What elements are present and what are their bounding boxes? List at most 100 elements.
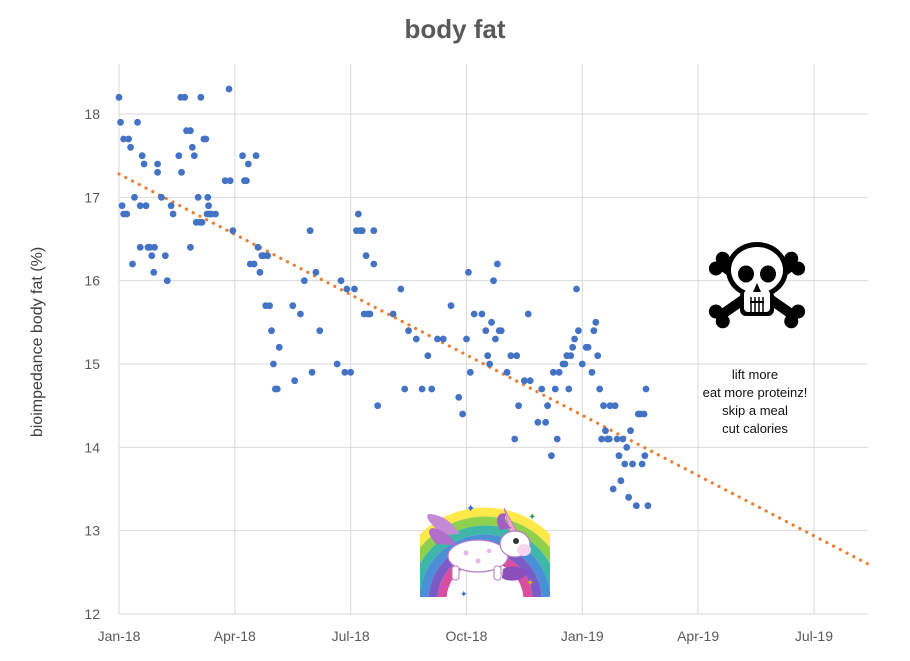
- data-point-175: [629, 460, 636, 468]
- data-point-101: [405, 327, 412, 335]
- data-point-106: [434, 335, 441, 343]
- data-point-172: [623, 443, 631, 451]
- data-point-108: [447, 302, 455, 310]
- note-lift-more: lift more: [732, 367, 778, 382]
- data-point-111: [463, 335, 470, 343]
- data-point-151: [578, 360, 586, 368]
- data-point-110: [459, 410, 467, 418]
- data-point-119: [488, 318, 495, 326]
- data-point-22: [154, 168, 162, 176]
- data-point-19: [150, 268, 158, 276]
- y-tick-label-5: 17: [84, 189, 100, 205]
- data-point-94: [366, 310, 374, 318]
- chart-title: body fat: [404, 14, 505, 44]
- x-tick-label-0: Jan-18: [98, 628, 141, 644]
- data-point-38: [194, 193, 202, 201]
- data-point-134: [538, 385, 546, 393]
- data-point-133: [534, 418, 542, 426]
- data-point-181: [641, 452, 649, 460]
- data-point-24: [161, 252, 169, 260]
- data-point-105: [428, 385, 436, 393]
- data-point-12: [136, 243, 144, 251]
- data-point-135: [542, 418, 550, 426]
- data-point-168: [615, 452, 623, 460]
- data-point-173: [625, 493, 633, 501]
- data-point-126: [507, 352, 515, 360]
- data-point-57: [244, 160, 252, 168]
- x-tick-label-3: Oct-18: [445, 628, 487, 644]
- data-point-97: [374, 402, 382, 410]
- svg-text:✦: ✦: [460, 590, 468, 600]
- x-tick-labels: Jan-18 Apr-18 Jul-18 Oct-18 Jan-19 Apr-19 Jul-…: [98, 628, 834, 644]
- data-point-14: [140, 160, 148, 168]
- data-point-52: [226, 177, 234, 185]
- data-point-132: [526, 377, 534, 385]
- data-point-46: [205, 202, 212, 210]
- x-tick-label-2: Jul-18: [332, 628, 370, 644]
- data-point-73: [289, 302, 297, 310]
- data-point-54: [239, 152, 246, 160]
- note-eat-more-protein: eat more proteinz!: [703, 385, 808, 400]
- data-point-155: [590, 327, 598, 335]
- data-point-68: [268, 327, 275, 335]
- data-point-128: [513, 352, 521, 360]
- data-point-81: [333, 360, 341, 368]
- data-point-130: [520, 377, 528, 385]
- data-point-53: [229, 227, 237, 235]
- rainbow-unicorn-icon: ✦ ✦ ✦ ✦ ✦: [420, 502, 550, 600]
- data-point-59: [250, 260, 258, 268]
- data-point-115: [478, 310, 486, 318]
- data-point-28: [175, 152, 183, 160]
- data-points: [115, 85, 652, 510]
- data-point-7: [127, 143, 134, 151]
- data-point-114: [470, 310, 478, 318]
- data-point-74: [291, 377, 299, 385]
- data-point-118: [486, 360, 494, 368]
- data-point-169: [617, 477, 625, 485]
- data-point-6: [125, 135, 133, 143]
- data-point-78: [308, 368, 316, 376]
- data-point-80: [316, 327, 324, 335]
- data-point-1: [117, 118, 124, 126]
- data-point-5: [123, 210, 131, 218]
- svg-text:✦: ✦: [526, 578, 534, 589]
- data-point-145: [565, 385, 573, 393]
- x-tick-label-4: Jan-19: [561, 628, 604, 644]
- data-point-95: [370, 260, 378, 268]
- data-point-62: [256, 268, 264, 276]
- note-cut-calories: cut calories: [722, 421, 788, 436]
- data-point-104: [424, 352, 432, 360]
- data-point-18: [148, 252, 156, 260]
- data-point-131: [524, 310, 532, 318]
- data-point-66: [264, 252, 272, 260]
- data-point-180: [640, 410, 648, 418]
- data-point-156: [592, 318, 600, 326]
- data-point-113: [466, 368, 474, 376]
- svg-text:✦: ✦: [440, 583, 448, 593]
- data-point-141: [555, 368, 563, 376]
- data-point-43: [202, 135, 210, 143]
- annotation-notes: lift more eat more proteinz! skip a meal…: [703, 367, 808, 436]
- data-point-147: [569, 343, 577, 351]
- svg-text:✦: ✦: [466, 502, 475, 515]
- data-point-56: [243, 177, 250, 185]
- data-point-3: [118, 202, 126, 210]
- data-point-88: [354, 210, 362, 218]
- data-point-158: [596, 385, 604, 393]
- data-point-148: [571, 335, 578, 343]
- data-point-9: [131, 193, 138, 201]
- data-point-183: [644, 502, 652, 510]
- data-point-79: [312, 268, 320, 276]
- data-point-129: [515, 402, 522, 410]
- data-point-61: [254, 243, 262, 251]
- data-point-85: [347, 368, 355, 376]
- data-point-166: [611, 402, 619, 410]
- y-tick-label-1: 13: [84, 523, 100, 539]
- data-point-160: [600, 402, 607, 410]
- data-point-76: [300, 277, 308, 285]
- data-point-157: [594, 352, 602, 360]
- data-point-34: [188, 143, 196, 151]
- data-point-124: [497, 327, 505, 335]
- data-point-35: [187, 243, 194, 251]
- y-axis-label: bioimpedance body fat (%): [29, 247, 46, 437]
